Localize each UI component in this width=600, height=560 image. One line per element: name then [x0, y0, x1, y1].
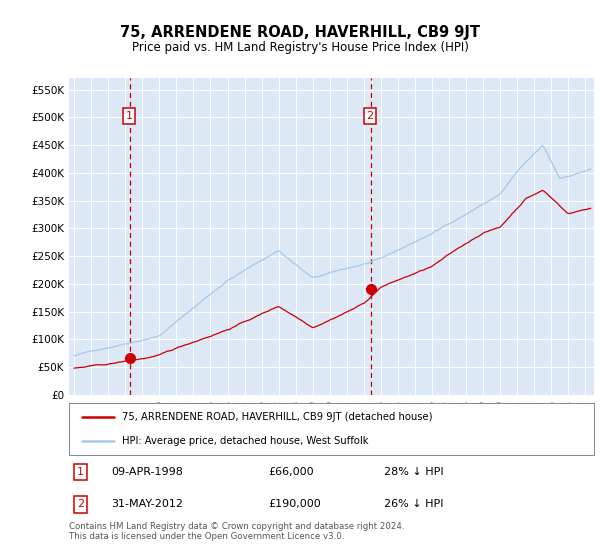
Text: 2: 2: [367, 111, 374, 121]
Text: HPI: Average price, detached house, West Suffolk: HPI: Average price, detached house, West…: [121, 436, 368, 446]
Text: 31-MAY-2012: 31-MAY-2012: [111, 500, 183, 510]
Text: £190,000: £190,000: [269, 500, 321, 510]
Text: 1: 1: [125, 111, 133, 121]
Text: 1: 1: [77, 467, 84, 477]
Text: 26% ↓ HPI: 26% ↓ HPI: [384, 500, 443, 510]
Text: Contains HM Land Registry data © Crown copyright and database right 2024.
This d: Contains HM Land Registry data © Crown c…: [69, 522, 404, 542]
Text: £66,000: £66,000: [269, 467, 314, 477]
Text: 09-APR-1998: 09-APR-1998: [111, 467, 183, 477]
Text: Price paid vs. HM Land Registry's House Price Index (HPI): Price paid vs. HM Land Registry's House …: [131, 40, 469, 54]
Text: 2: 2: [77, 500, 84, 510]
Text: 75, ARRENDENE ROAD, HAVERHILL, CB9 9JT (detached house): 75, ARRENDENE ROAD, HAVERHILL, CB9 9JT (…: [121, 412, 432, 422]
Text: 75, ARRENDENE ROAD, HAVERHILL, CB9 9JT: 75, ARRENDENE ROAD, HAVERHILL, CB9 9JT: [120, 25, 480, 40]
Text: 28% ↓ HPI: 28% ↓ HPI: [384, 467, 443, 477]
